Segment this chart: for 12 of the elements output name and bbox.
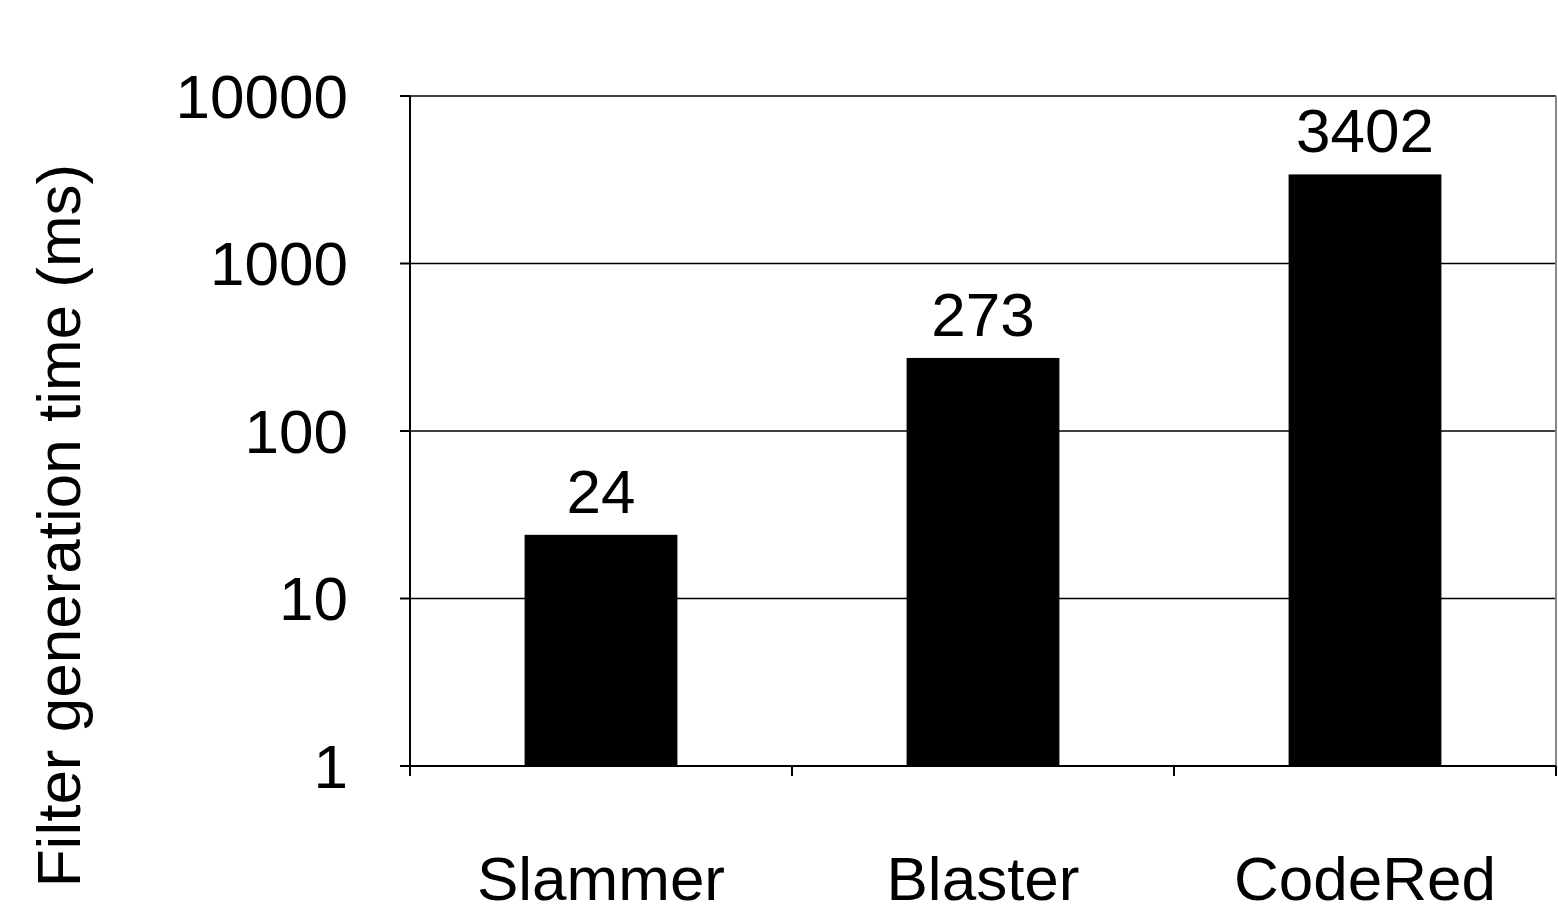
x-tick-label: Blaster [886, 844, 1080, 913]
data-label: 3402 [1296, 96, 1434, 166]
y-tick-label: 100 [244, 396, 348, 466]
x-tick-label: CodeRed [1234, 844, 1496, 913]
y-tick-label: 1 [313, 731, 348, 801]
y-tick-label: 1000 [210, 229, 348, 299]
y-tick-label: 10 [279, 564, 348, 634]
data-label: 273 [931, 279, 1035, 349]
y-axis-title: Filter generation time (ms) [24, 163, 93, 888]
x-tick-label: Slammer [476, 844, 726, 913]
y-tick-label: 10000 [175, 61, 348, 131]
data-label: 24 [566, 456, 636, 526]
